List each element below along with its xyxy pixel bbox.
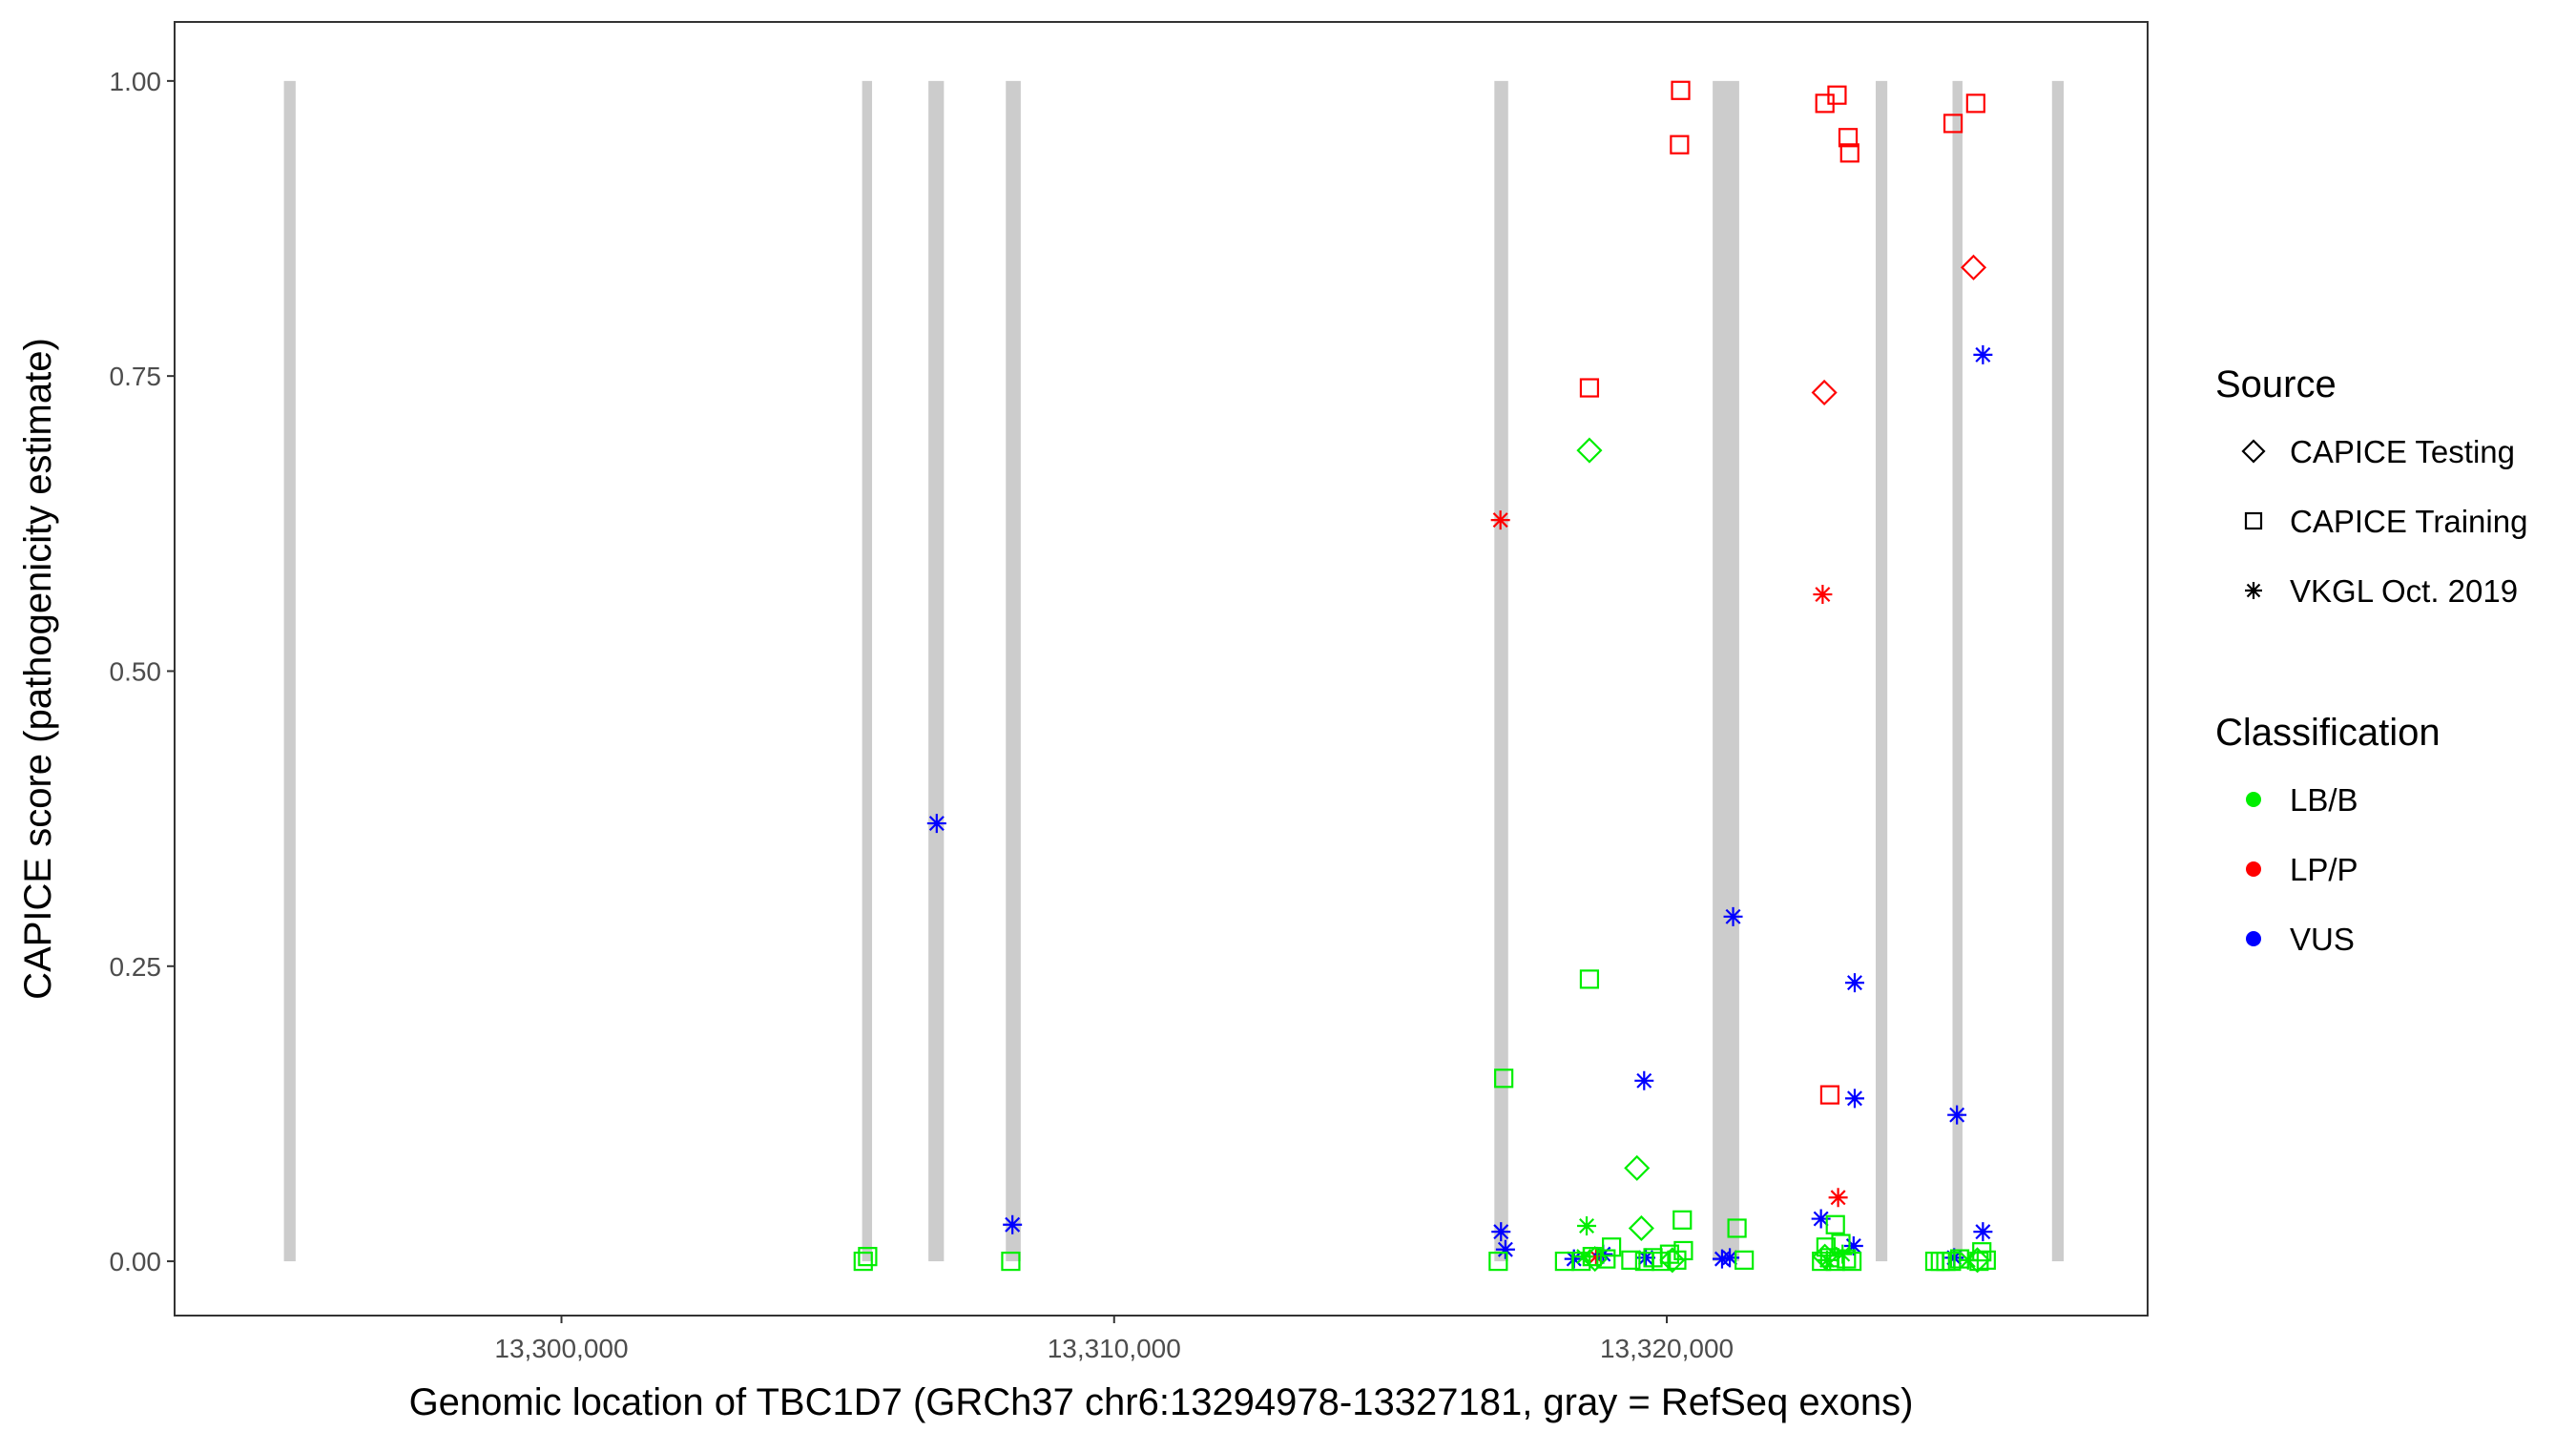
point-testing-lpp — [1960, 254, 1987, 280]
legend-key-training — [2244, 511, 2263, 530]
point-vkgl-lpp — [1490, 510, 1510, 530]
y-tick-label: 0.25 — [110, 952, 162, 982]
legend-class-label-vus: VUS — [2290, 922, 2355, 957]
point-vkgl-lpp — [1586, 1247, 1606, 1267]
point-vkgl-vus — [1723, 906, 1743, 926]
legend-source-label-testing: CAPICE Testing — [2290, 434, 2515, 469]
point-testing-lbb — [1659, 1247, 1686, 1274]
exon-band-1 — [862, 80, 873, 1262]
legend-key-vus — [2246, 931, 2261, 946]
point-vkgl-vus — [1973, 344, 1993, 364]
point-vkgl-lbb — [1574, 1247, 1594, 1267]
y-tick-label: 0.50 — [110, 656, 162, 686]
legend-class-label-lbb: LB/B — [2290, 782, 2358, 818]
point-training-lbb — [1825, 1214, 1845, 1234]
point-training-lpp — [1671, 80, 1691, 100]
exon-band-8 — [2051, 80, 2065, 1262]
exon-bands — [283, 80, 2065, 1262]
exon-band-0 — [283, 80, 296, 1262]
point-training-lbb — [1621, 1250, 1641, 1270]
legend-key-testing — [2241, 439, 2266, 464]
legend: Source CAPICE Testing CAPICE Training VK… — [2215, 363, 2527, 957]
exon-band-3 — [1006, 80, 1021, 1262]
point-vkgl-lbb — [1577, 1215, 1597, 1235]
point-training-lbb — [1727, 1218, 1747, 1238]
point-vkgl-vus — [1844, 973, 1864, 993]
point-training-lpp — [1839, 143, 1859, 163]
point-vkgl-vus — [1003, 1214, 1023, 1234]
axes: 0.00 0.25 0.50 0.75 1.00 13,300,000 13,310,000… — [110, 67, 1735, 1363]
point-training-lbb — [858, 1247, 878, 1267]
legend-source-keys — [2241, 439, 2266, 599]
point-testing-lbb — [1582, 1246, 1609, 1273]
legend-key-lbb — [2246, 792, 2261, 807]
point-training-lbb — [853, 1251, 873, 1272]
point-vkgl-lbb — [1833, 1244, 1853, 1264]
point-vkgl-vus — [1712, 1249, 1732, 1269]
legend-class-keys — [2246, 792, 2261, 946]
point-vkgl-lbb — [1958, 1250, 1978, 1270]
y-tick-label: 0.00 — [110, 1247, 162, 1276]
legend-source-label-vkgl: VKGL Oct. 2019 — [2290, 573, 2518, 609]
point-training-lpp — [1670, 135, 1690, 155]
exon-band-4 — [1494, 80, 1508, 1262]
point-training-lpp — [1819, 1085, 1840, 1105]
point-vkgl-vus — [1973, 1222, 1993, 1242]
point-training-lbb — [1488, 1251, 1508, 1272]
point-training-lbb — [1976, 1250, 1996, 1270]
y-tick-label: 0.75 — [110, 362, 162, 391]
point-vkgl-vus — [1844, 1089, 1864, 1109]
legend-class-label-lpp: LP/P — [2290, 852, 2358, 887]
point-testing-lbb — [1576, 437, 1603, 464]
point-testing-lbb — [1964, 1247, 1991, 1274]
point-training-lpp — [1838, 128, 1859, 148]
point-vkgl-vus — [926, 814, 946, 834]
point-training-lpp — [1965, 93, 1985, 114]
data-points — [853, 80, 1996, 1274]
exon-band-5 — [1713, 80, 1739, 1262]
x-tick-label: 13,310,000 — [1048, 1334, 1181, 1363]
point-vkgl-vus — [1491, 1222, 1511, 1242]
legend-key-lpp — [2246, 861, 2261, 877]
point-vkgl-vus — [1495, 1239, 1515, 1259]
exon-band-2 — [928, 80, 945, 1262]
point-training-lbb — [1001, 1251, 1021, 1272]
point-vkgl-lpp — [1813, 585, 1833, 605]
point-testing-lbb — [1628, 1214, 1654, 1242]
point-vkgl-vus — [1843, 1236, 1863, 1255]
point-training-lpp — [1942, 114, 1963, 134]
legend-class-title: Classification — [2215, 712, 2441, 754]
point-vkgl-vus — [1720, 1248, 1740, 1268]
legend-source-label-training: CAPICE Training — [2290, 504, 2527, 539]
point-vkgl-vus — [1811, 1209, 1831, 1229]
point-testing-lpp — [1811, 379, 1838, 406]
point-training-lbb — [1602, 1237, 1622, 1257]
x-axis-title: Genomic location of TBC1D7 (GRCh37 chr6:… — [409, 1381, 1914, 1423]
point-training-lbb — [1579, 969, 1600, 989]
point-training-lbb — [1672, 1210, 1693, 1230]
point-vkgl-vus — [1634, 1070, 1654, 1090]
point-vkgl-lbb — [1818, 1250, 1838, 1270]
legend-key-vkgl — [2245, 582, 2262, 599]
x-tick-label: 13,300,000 — [494, 1334, 628, 1363]
point-testing-lbb — [1812, 1243, 1839, 1270]
legend-source-title: Source — [2215, 363, 2337, 405]
point-testing-lbb — [1624, 1154, 1651, 1181]
exon-band-7 — [1952, 80, 1963, 1262]
y-axis-title: CAPICE score (pathogenicity estimate) — [17, 338, 59, 1000]
point-training-lbb — [1494, 1068, 1514, 1089]
y-tick-label: 1.00 — [110, 67, 162, 96]
x-tick-label: 13,320,000 — [1600, 1334, 1734, 1363]
point-training-lbb — [1735, 1250, 1755, 1270]
point-training-lpp — [1579, 378, 1600, 398]
plot-panel-border — [174, 21, 2149, 1317]
point-vkgl-vus — [1636, 1248, 1656, 1268]
point-vkgl-lpp — [1828, 1188, 1848, 1208]
exon-band-6 — [1875, 80, 1888, 1262]
point-vkgl-vus — [1947, 1105, 1967, 1125]
point-training-lbb — [1596, 1249, 1616, 1269]
point-training-lpp — [1827, 85, 1847, 105]
